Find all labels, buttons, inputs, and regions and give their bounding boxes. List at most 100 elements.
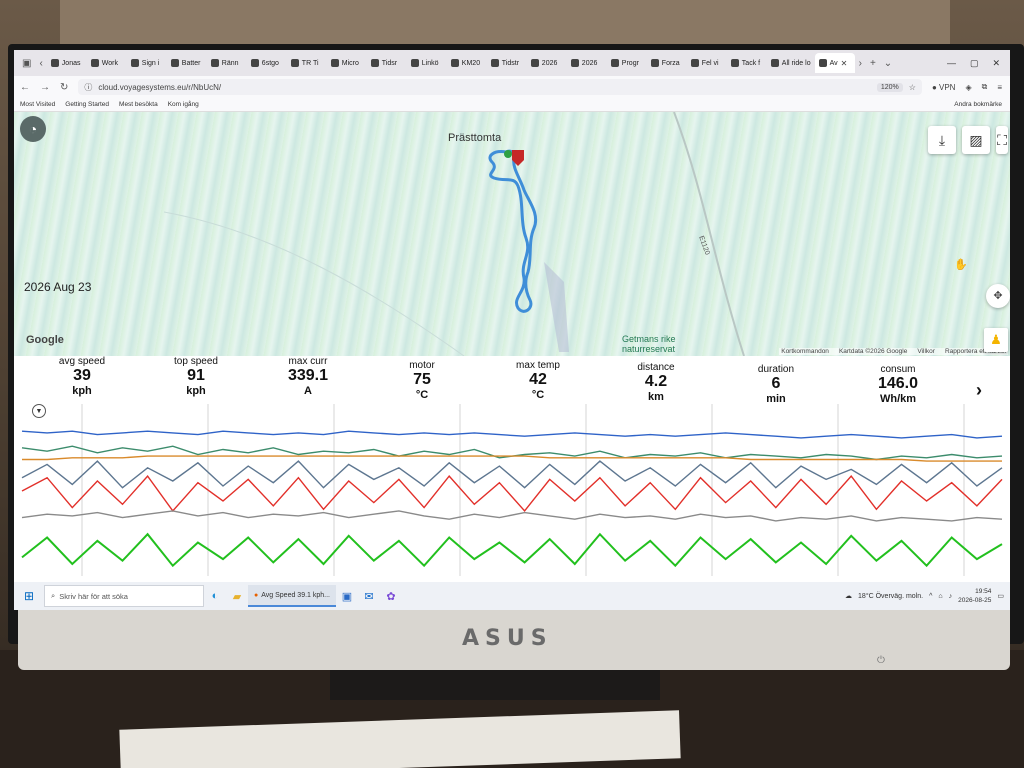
tab-scroll-left-icon[interactable]: ‹: [39, 57, 43, 69]
road-line-minor: [163, 211, 465, 356]
browser-tab[interactable]: All ride lo: [767, 53, 815, 73]
reload-icon[interactable]: ↻: [60, 81, 69, 93]
browser-tab[interactable]: KM20: [447, 53, 487, 73]
browser-tab[interactable]: Micro: [327, 53, 367, 73]
bookmark-mest-besokta[interactable]: Mest besökta: [119, 101, 158, 108]
chart-collapse-icon[interactable]: ▼: [32, 404, 46, 418]
stats-row: avg speed 39 kph top speed 91 kph max cu…: [14, 356, 1010, 405]
search-placeholder: Skriv här för att söka: [59, 591, 128, 601]
tab-label: Tidstr: [501, 59, 520, 67]
monitor-chin: [18, 604, 1010, 670]
download-button[interactable]: ⤓: [928, 126, 956, 154]
chart-series-line-slate: [21, 460, 1003, 489]
tab-favicon-icon: [130, 59, 139, 67]
recenter-button[interactable]: ✥: [986, 284, 1010, 308]
maximize-icon[interactable]: ▢: [969, 57, 979, 68]
tab-list-icon[interactable]: ▣: [22, 57, 32, 69]
minimize-icon[interactable]: —: [946, 57, 956, 68]
volume-icon[interactable]: ♪: [948, 592, 953, 600]
pegman-button[interactable]: ♟: [984, 328, 1008, 352]
browser-tab[interactable]: Ränn: [207, 53, 247, 73]
tab-favicon-icon: [690, 59, 699, 67]
taskbar-clock[interactable]: 19:54 2026-08-25: [958, 587, 991, 605]
browser-tab[interactable]: Fel vi: [687, 53, 727, 73]
tab-close-icon[interactable]: ✕: [840, 58, 848, 68]
stat-label: avg speed: [58, 356, 106, 367]
copilot-icon[interactable]: ✿: [386, 590, 396, 603]
browser-tab[interactable]: TR Ti: [287, 53, 327, 73]
vpn-button[interactable]: ● VPN: [931, 82, 956, 92]
other-bookmarks[interactable]: Andra bokmärke: [954, 101, 1002, 108]
map-overlay: [163, 112, 745, 356]
lake-shape: [544, 262, 569, 352]
power-icon[interactable]: ⏻: [877, 655, 885, 666]
tab-overflow-icon[interactable]: ⌄: [883, 57, 893, 69]
tray-expand-icon[interactable]: ^: [929, 592, 933, 600]
browser-tab[interactable]: Linkö: [407, 53, 447, 73]
menu-icon[interactable]: ≡: [997, 82, 1002, 92]
weather-icon[interactable]: ☁: [845, 593, 853, 600]
forward-icon[interactable]: →: [40, 81, 50, 93]
window-close-icon[interactable]: ✕: [992, 57, 1000, 68]
site-info-icon[interactable]: ⓘ: [84, 82, 93, 92]
pocket-icon[interactable]: ◈: [965, 82, 972, 92]
browser-tab[interactable]: Tidstr: [487, 53, 527, 73]
back-icon[interactable]: ←: [20, 81, 30, 93]
browser-tab[interactable]: Progr: [607, 53, 647, 73]
file-explorer-icon[interactable]: ▰: [232, 590, 242, 603]
stat-motor: motor 75 °C: [394, 360, 450, 401]
browser-tab[interactable]: 2026: [527, 53, 567, 73]
browser-tab[interactable]: 6stgo: [247, 53, 287, 73]
route-map[interactable]: ◔ Prästtomta E1120 2026 Aug 23 Getmans r…: [14, 112, 1010, 356]
bookmark-most-visited[interactable]: Most Visited: [20, 101, 56, 108]
chart-series-line-red: [21, 474, 1003, 513]
outlook-icon[interactable]: ✉: [364, 590, 374, 603]
tab-favicon-icon: [170, 59, 179, 67]
bookmark-kom-igang[interactable]: Kom igång: [167, 101, 199, 108]
url-bar[interactable]: ⓘ cloud.voyagesystems.eu/r/NbUcN/ 120% ☆: [78, 79, 922, 95]
next-stats-icon[interactable]: ›: [976, 380, 982, 400]
zoom-level[interactable]: 120%: [876, 82, 903, 92]
browser-tab[interactable]: Tack f: [727, 53, 767, 73]
windows-start-icon[interactable]: ⊞: [23, 589, 35, 603]
browser-tab[interactable]: Forza: [647, 53, 687, 73]
store-icon[interactable]: ▣: [341, 590, 353, 603]
url-text[interactable]: cloud.voyagesystems.eu/r/NbUcN/: [98, 82, 222, 92]
bookmark-star-icon[interactable]: ☆: [908, 82, 916, 92]
browser-tab[interactable]: Batter: [167, 53, 207, 73]
image-button[interactable]: ▨: [962, 126, 990, 154]
fullscreen-button[interactable]: ⛶: [996, 126, 1008, 154]
attrib-shortcuts[interactable]: Kortkommandon: [781, 348, 829, 355]
attrib-report[interactable]: Rapportera ett kartfel: [944, 348, 1006, 355]
tab-label: Av: [829, 59, 838, 67]
taskbar-firefox-app[interactable]: ● Avg Speed 39.1 kph...: [248, 585, 336, 607]
tab-scroll-right-icon[interactable]: ›: [858, 57, 862, 69]
tab-favicon-icon: [650, 59, 659, 67]
browser-tab[interactable]: Sign i: [127, 53, 167, 73]
bookmark-getting-started[interactable]: Getting Started: [65, 101, 110, 108]
notifications-icon[interactable]: ▭: [997, 593, 1004, 600]
browser-tab[interactable]: Jonas: [47, 53, 87, 73]
weather-text[interactable]: 18°C Överväg. moln.: [858, 592, 924, 600]
browser-tab[interactable]: Tidsr: [367, 53, 407, 73]
tab-label: 2026: [581, 59, 598, 67]
chart-series-line-green: [21, 532, 1003, 568]
tab-label: Jonas: [61, 59, 81, 67]
browser-tab[interactable]: Av ✕: [814, 53, 855, 73]
stat-value: 42: [529, 371, 547, 388]
taskbar-search-input[interactable]: ⌕ Skriv här för att söka: [44, 585, 204, 607]
chart-series-line-blue: [21, 430, 1003, 439]
tab-label: Tack f: [741, 59, 761, 67]
network-icon[interactable]: ⌂: [938, 592, 943, 600]
new-tab-icon[interactable]: +: [869, 57, 876, 69]
tab-favicon-icon: [370, 59, 379, 67]
browser-tab[interactable]: Work: [87, 53, 127, 73]
browser-tab[interactable]: 2026: [567, 53, 607, 73]
tab-label: Fel vi: [701, 59, 719, 67]
tab-label: TR Ti: [301, 59, 319, 67]
voyage-logo-icon[interactable]: ◔: [20, 116, 46, 142]
extensions-icon[interactable]: ⧉: [981, 82, 988, 91]
telemetry-chart[interactable]: ▼: [14, 404, 1010, 576]
edge-icon[interactable]: ◐: [211, 590, 219, 602]
attrib-terms[interactable]: Villkor: [917, 348, 935, 355]
